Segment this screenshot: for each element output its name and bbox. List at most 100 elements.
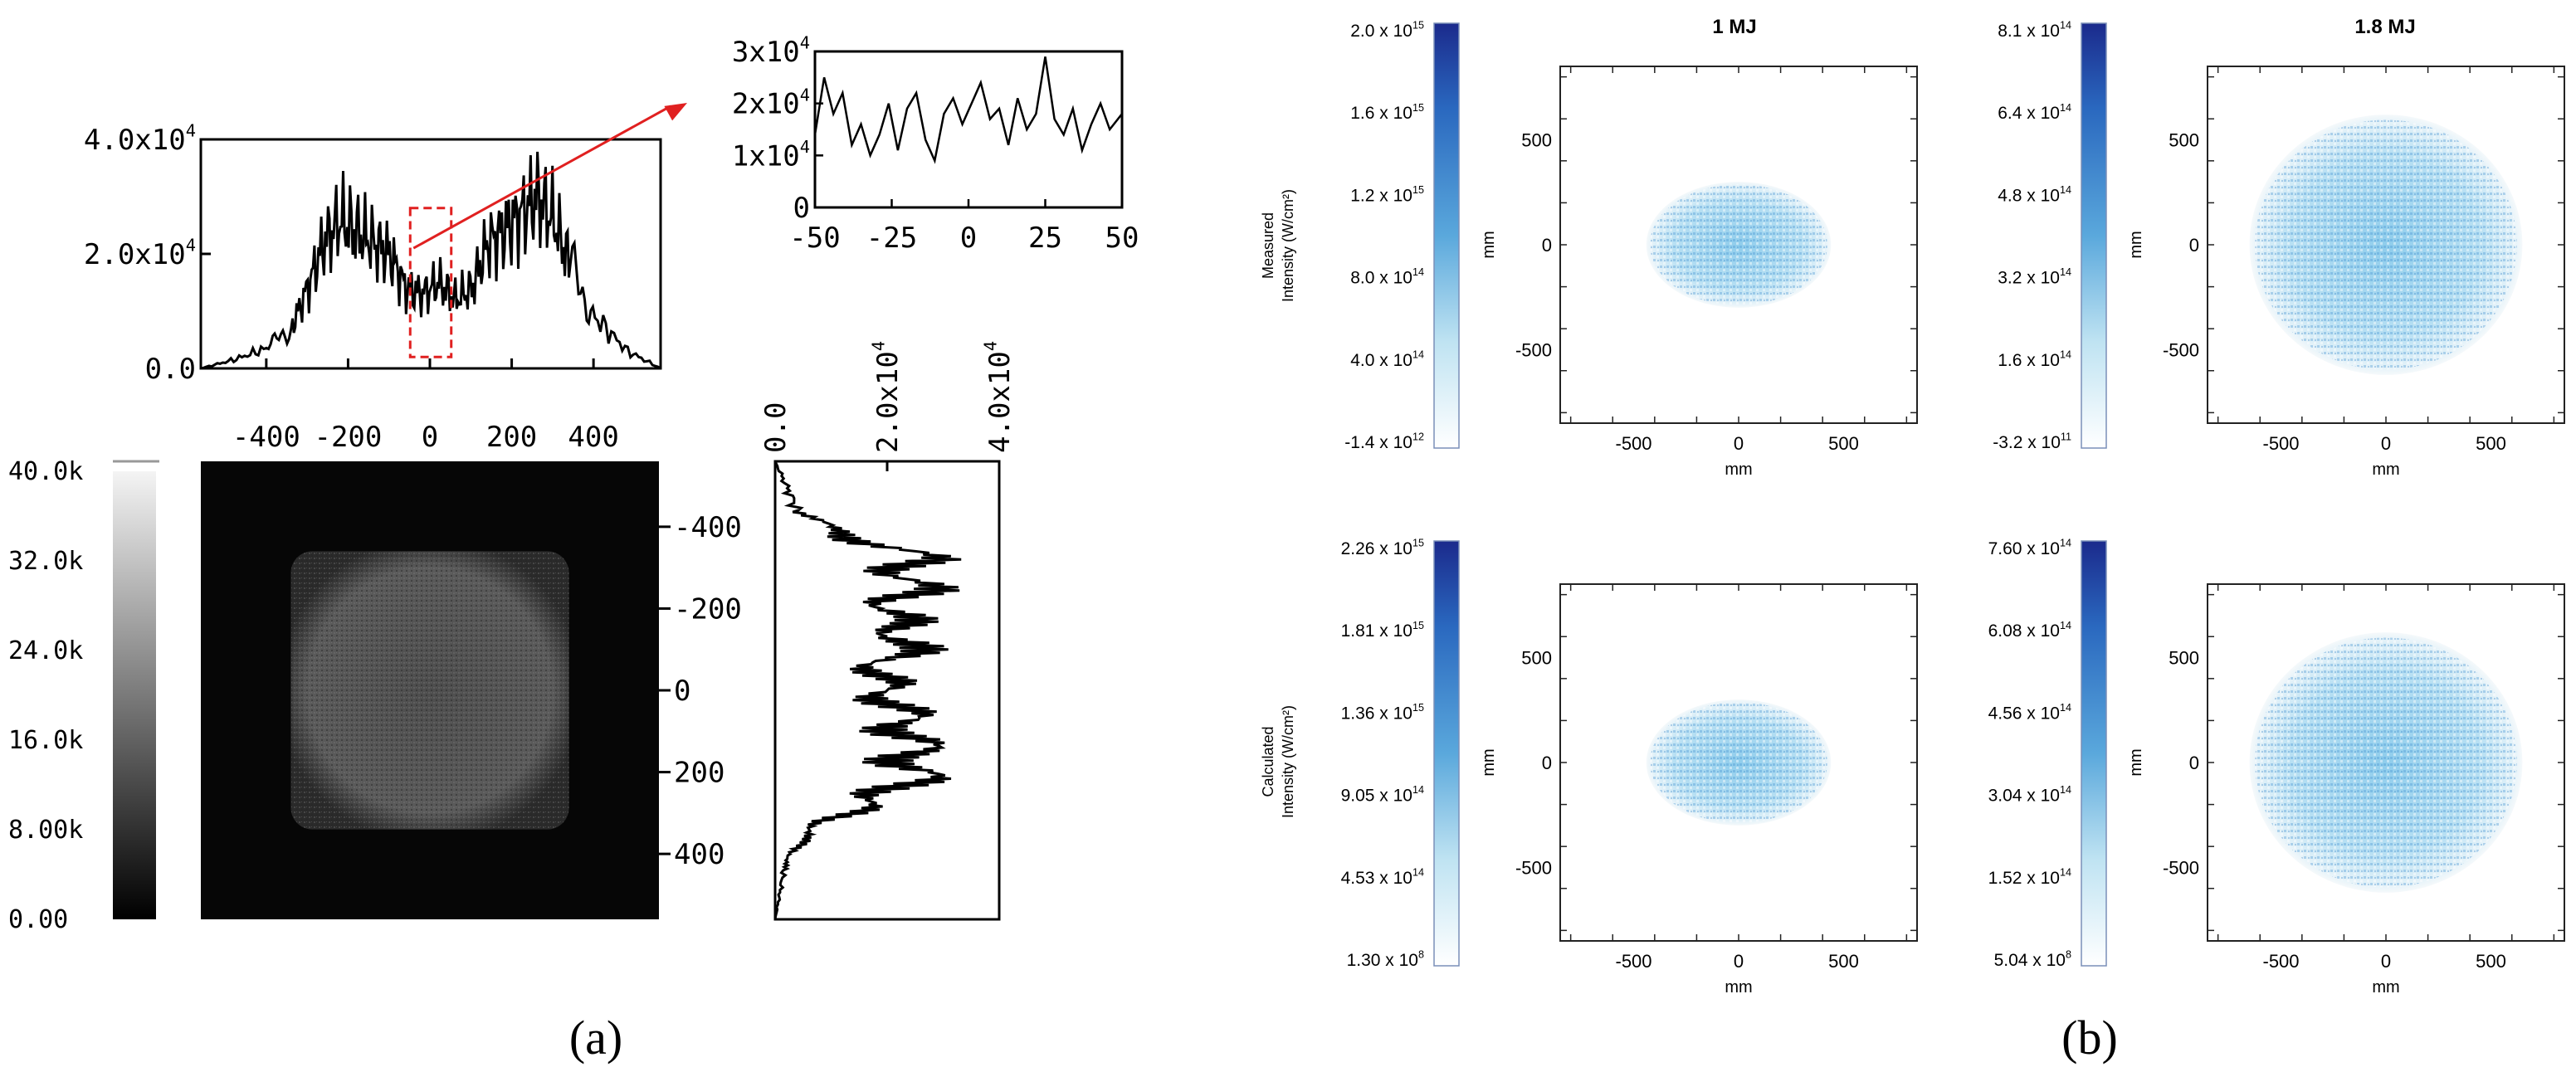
map-y-axis-label: mm [1480,231,1498,258]
map-measured-1.8MJ: -500 0 500 -500 0 500 mm mm [2127,66,2565,479]
map-x-tick-label: 0 [1734,433,1744,454]
map-x-axis-label: mm [1725,460,1752,479]
colorbar-c2: 7.60 x 1014 6.08 x 1014 4.56 x 1014 3.04 x … [1988,538,2107,970]
top-profile-y-tick-label: 4.0x104 [84,121,196,157]
panel-a-label: (a) [569,1011,622,1065]
map-x-tick-label: 0 [1734,951,1744,972]
image-y-tick-label: 200 [674,757,724,790]
colorbar-m2-bar [2081,22,2107,449]
column-title-1-8mj: 1.8 MJ [2354,16,2415,38]
horizontal-lineout-frame [199,138,662,370]
image-y-tick-label: -200 [674,592,742,626]
zoom-arrow-head [664,103,687,121]
colorbar-c2-tick-label: 5.04 x 108 [1994,949,2071,970]
colorbar-c1-tick-label: 4.53 x 1014 [1341,866,1424,887]
map-calculated-1.8MJ: -500 0 500 -500 0 500 mm mm [2127,583,2565,996]
row-label-calculated-line2: Intensity (W/cm²) [1280,705,1296,818]
map-y-axis-label: mm [2127,748,2145,776]
colorbar-m2-tick-label: 8.1 x 1014 [1998,20,2071,41]
colorbar-m2-tick-label: 4.8 x 1014 [1998,184,2071,205]
image-y-tick-label: 0 [674,675,690,708]
horizontal-lineout-series [200,151,661,370]
map-x-tick-label: 500 [1828,433,1859,454]
map-y-tick-label: 500 [1521,648,1552,669]
row-label-measured-line2: Intensity (W/cm²) [1280,189,1296,302]
panel-b-label: (b) [2061,1011,2118,1065]
image-x-tick-label: -400 [232,421,300,454]
colorbar-m1-tick-label: 2.0 x 1015 [1350,20,1424,41]
map-y-tick-label: 500 [1521,130,1552,151]
image-x-tick-label: 200 [486,421,537,454]
map-y-tick-label: 0 [1542,753,1552,773]
map-calculated-1MJ: -500 0 500 -500 0 500 mm mm [1480,583,1918,996]
panel-a-colorbar: 40.0k 32.0k 24.0k 16.0k 8.00k 0.00 [8,457,159,934]
map-measured-1MJ: -500 0 500 -500 0 500 mm mm [1480,66,1918,479]
inset-y-tick-label: 2x104 [732,85,810,120]
map-y-tick-label: -500 [1515,857,1552,878]
map-x-tick-label: -500 [2263,433,2300,454]
map-x-tick-label: 500 [2476,951,2506,972]
row-label-calculated: Calculated Intensity (W/cm²) [1260,705,1296,818]
map-x-axis-label: mm [1725,978,1752,996]
colorbar-m1-bar [1433,22,1460,449]
map-x-tick-label: 0 [2381,951,2391,972]
side-profile-x-tick-label: 2.0x104 [869,341,905,453]
map-x-tick-label: -500 [1616,433,1652,454]
zoom-inset-panel: 3x104 2x104 1x104 0 -50 -25 0 25 50 [732,33,1139,255]
intensity-speckle [2255,637,2517,888]
inset-y-tick-label: 3x104 [732,33,810,69]
top-profile-y-tick-label: 0.0 [145,353,196,386]
image-x-tick-label: 0 [422,421,438,454]
inset-x-tick-label: -25 [866,222,917,255]
row-label-measured: Measured Intensity (W/cm²) [1260,189,1296,302]
colorbar-c2-bar [2081,540,2107,967]
colorbar-m1-tick-label: 8.0 x 1014 [1350,266,1424,287]
colorbar-c1-tick-label: 9.05 x 1014 [1341,784,1424,805]
inset-x-tick-label: 25 [1028,222,1062,255]
beam-image-panel: -400 -200 0 200 400 -400 -200 0 200 400 [201,358,742,919]
colorbar-c1: 2.26 x 1015 1.81 x 1015 1.36 x 1015 9.05 x … [1341,538,1460,970]
colorbar-c1-tick-label: 1.30 x 108 [1347,949,1424,970]
colorbar-c2-tick-label: 6.08 x 1014 [1988,620,2071,641]
vertical-lineout-panel: 0.0 2.0x104 4.0x104 [759,341,1017,921]
inset-x-tick-label: 0 [960,222,977,255]
colorbar-c2-tick-label: 1.52 x 1014 [1988,866,2071,887]
colorbar-m2-tick-label: -3.2 x 1011 [1993,431,2071,452]
colorbar-m2: 8.1 x 1014 6.4 x 1014 4.8 x 1014 3.2 x 1014… [1993,20,2107,452]
colorbar-tick-label: 16.0k [8,726,83,755]
map-x-tick-label: 0 [2381,433,2391,454]
zoom-arrow [412,105,671,250]
colorbar-c2-tick-label: 3.04 x 1014 [1988,784,2071,805]
colorbar-tick-label: 40.0k [8,457,83,486]
row-label-measured-line1: Measured [1260,212,1276,279]
map-x-tick-label: -500 [2263,951,2300,972]
intensity-speckle [2255,119,2517,370]
colorbar-m1-tick-label: 4.0 x 1014 [1350,348,1424,369]
map-y-tick-label: 500 [2169,130,2199,151]
map-y-tick-label: 0 [2189,235,2199,256]
colorbar-tick-label: 24.0k [8,636,83,665]
map-y-tick-label: 0 [1542,235,1552,256]
side-profile-x-tick-label: 4.0x104 [981,341,1017,453]
map-y-tick-label: -500 [1515,339,1552,360]
colorbar-c1-tick-label: 1.81 x 1015 [1341,620,1424,641]
map-y-tick-label: -500 [2163,857,2199,878]
horizontal-lineout-panel: 4.0x104 2.0x104 0.0 [84,103,687,386]
image-x-tick-label: 400 [568,421,618,454]
map-y-tick-label: 500 [2169,648,2199,669]
map-x-tick-label: -500 [1616,951,1652,972]
zoom-inset-series [813,56,1123,164]
side-profile-x-tick-label: 0.0 [759,402,793,453]
colorbar-c1-tick-label: 2.26 x 1015 [1341,538,1424,558]
inset-y-tick-label: 1x104 [732,137,810,173]
intensity-speckle [1650,184,1827,305]
map-y-tick-label: 0 [2189,753,2199,773]
colorbar-tick-label: 0.00 [8,905,68,934]
zoom-window-box [408,207,453,358]
row-label-calculated-line1: Calculated [1260,726,1276,797]
map-y-axis-label: mm [1480,748,1498,776]
image-x-tick-label: -200 [314,421,382,454]
map-x-axis-label: mm [2372,978,2399,996]
